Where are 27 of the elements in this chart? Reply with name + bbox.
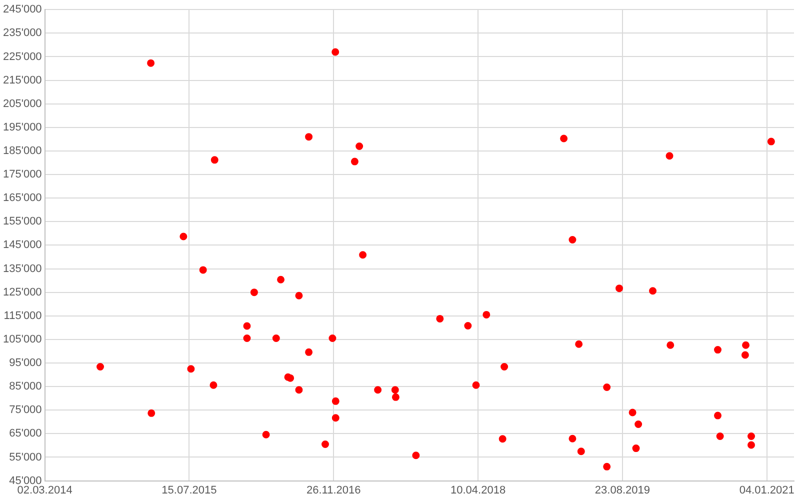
- y-tick-label: 185'000: [2, 144, 42, 157]
- x-tick-label: 26.11.2016: [306, 484, 361, 496]
- y-tick-label: 195'000: [2, 121, 42, 134]
- y-tick-label: 95'000: [9, 357, 42, 370]
- y-tick-label: 85'000: [9, 380, 42, 393]
- y-tick-label: 65'000: [9, 428, 42, 440]
- y-tick-label: 235'000: [2, 27, 42, 40]
- y-tick-label: 145'000: [2, 239, 42, 252]
- y-tick-label: 55'000: [9, 451, 42, 464]
- x-tick-label: 04.01.2021: [739, 484, 794, 496]
- x-tick-label: 15.07.2015: [162, 484, 217, 496]
- y-tick-label: 175'000: [2, 168, 42, 181]
- y-tick-label: 215'000: [2, 74, 42, 86]
- y-tick-label: 125'000: [2, 286, 42, 298]
- y-tick-label: 205'000: [2, 98, 42, 110]
- x-tick-label: 23.08.2019: [594, 484, 650, 496]
- y-tick-label: 105'000: [2, 333, 42, 346]
- y-tick-label: 45'000: [9, 474, 42, 487]
- y-tick-label: 245'000: [2, 4, 42, 16]
- y-tick-label: 135'000: [2, 262, 42, 275]
- y-tick-label: 225'000: [2, 50, 42, 63]
- y-tick-label: 165'000: [2, 192, 42, 204]
- x-tick-label: 02.03.2014: [17, 484, 72, 496]
- x-tick-label: 10.04.2018: [450, 484, 506, 496]
- y-tick-label: 115'000: [4, 310, 42, 322]
- y-tick-label: 155'000: [2, 216, 42, 228]
- y-tick-label: 75'000: [9, 404, 42, 416]
